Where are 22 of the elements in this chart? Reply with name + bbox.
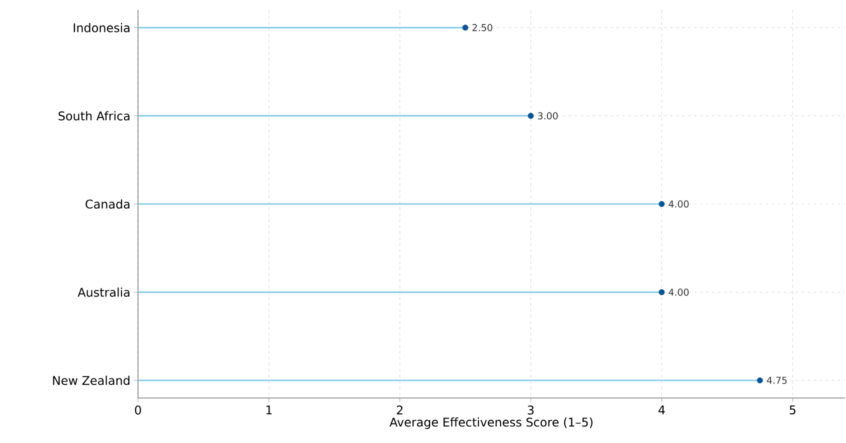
data-label: 4.00 [668,200,689,208]
x-tick-label: 4 [658,406,665,414]
data-label: 4.75 [766,376,787,384]
x-tick-label: 1 [266,406,272,414]
point [756,377,763,384]
point [658,201,665,207]
point [462,24,468,31]
x-tick-label: 0 [134,406,142,415]
x-tick-label: 2 [396,406,402,414]
x-tick-label: 5 [790,406,796,414]
point [528,112,534,119]
y-tick-label: Australia [78,288,130,297]
x-axis-title: Average Effectiveness Score (1–5) [390,417,592,429]
y-tick-label: South Africa [58,111,130,120]
y-tick-label: Indonesia [74,23,130,32]
y-tick-label: Canada [86,199,130,209]
data-label: 3.00 [538,112,558,120]
x-tick-label: 3 [528,406,534,415]
data-label: 2.50 [472,24,492,32]
point [658,289,665,296]
data-label: 4.00 [668,288,689,296]
y-tick-label: New Zealand [53,376,130,385]
